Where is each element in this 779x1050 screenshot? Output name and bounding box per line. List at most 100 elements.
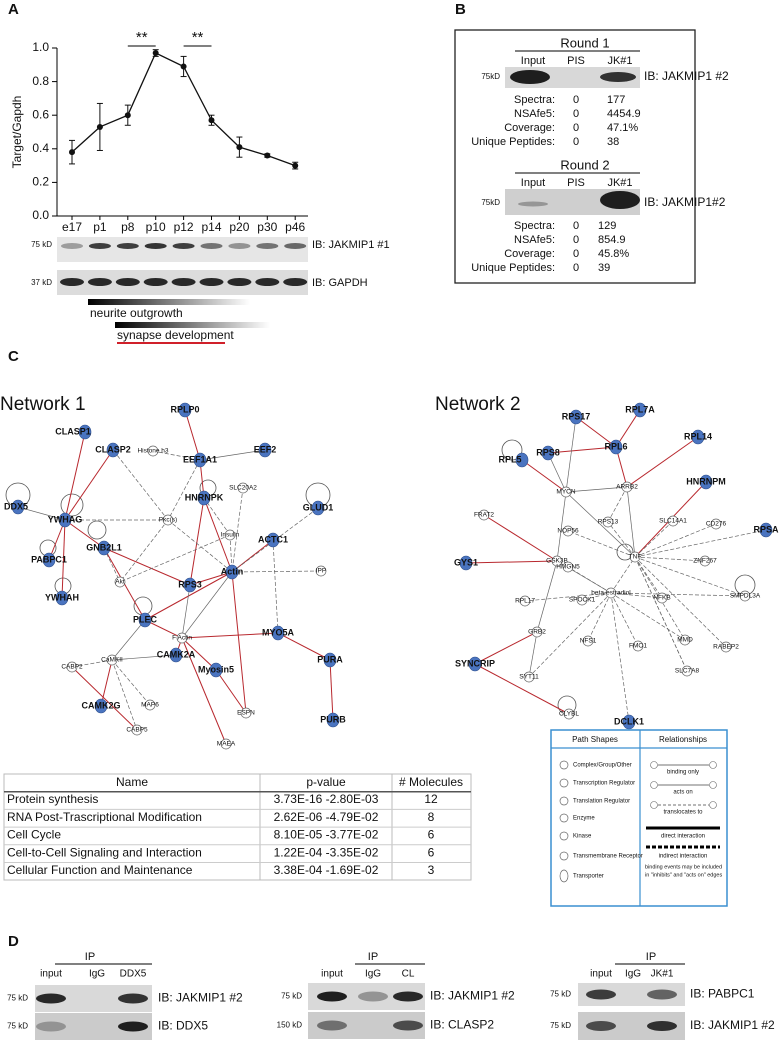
table-cell: Protein synthesis xyxy=(7,792,98,806)
network-edge xyxy=(181,632,279,639)
node-label: RPS13 xyxy=(598,519,619,526)
node-shape xyxy=(633,402,647,418)
y-tick-label: 0.2 xyxy=(32,175,49,189)
network-edge xyxy=(547,446,617,454)
network-edge xyxy=(112,449,169,521)
node-label: Actin xyxy=(221,566,244,576)
lane-label: JK#1 xyxy=(607,177,632,189)
blot-band xyxy=(317,1020,347,1031)
x-tick-label: p20 xyxy=(229,220,249,234)
node-label: ACTC1 xyxy=(258,534,288,544)
node-label: ARRB2 xyxy=(616,484,638,491)
blot-size: 75 kD xyxy=(550,1021,571,1030)
table-cell: 1.22E-04 -3.35E-02 xyxy=(274,845,379,859)
network-edge xyxy=(524,592,612,602)
data-point xyxy=(180,63,187,70)
blot-band xyxy=(116,243,139,249)
node-label: PURB xyxy=(320,714,346,724)
node-shape xyxy=(710,518,722,530)
blot-band xyxy=(393,1020,423,1031)
node-shape xyxy=(114,576,126,588)
node-shape xyxy=(315,565,327,577)
node-label: F Actin xyxy=(172,635,192,642)
network-edge xyxy=(565,416,577,493)
blot-size: 75 kD xyxy=(7,1022,28,1031)
row-value: 0 xyxy=(573,220,579,232)
blot-band xyxy=(358,991,388,1002)
node-label: ESPN xyxy=(237,710,255,717)
node-shape xyxy=(178,402,192,418)
table-cell: 2.62E-06 -4.79E-02 xyxy=(274,810,379,824)
network-edge xyxy=(547,452,567,493)
node-shape xyxy=(258,442,272,458)
node-label: RPL5 xyxy=(498,454,521,464)
blot-band xyxy=(600,72,636,82)
node-shape xyxy=(225,564,239,580)
node-shape xyxy=(97,540,111,556)
blot-band xyxy=(171,278,196,286)
x-tick-label: p10 xyxy=(146,220,166,234)
node-shape xyxy=(271,625,285,641)
blot-band xyxy=(144,243,167,249)
legend-shape xyxy=(559,813,569,823)
node-shape xyxy=(515,452,529,468)
legend-item: Transmembrane Receptor xyxy=(573,854,643,860)
blot-band xyxy=(283,278,308,286)
node-shape xyxy=(138,612,152,628)
node-shape xyxy=(629,551,641,563)
node-shape xyxy=(699,474,713,490)
legend-item: acts on xyxy=(673,790,692,796)
network-edge xyxy=(152,450,201,461)
node-label: CAMK2A xyxy=(157,649,196,659)
legend-note: in "inhibits" and "acts on" edges xyxy=(645,872,722,878)
table-cell: 6 xyxy=(428,828,435,842)
row-value: 0 xyxy=(573,136,579,148)
node-shape xyxy=(224,529,236,541)
node-label: SLC14A1 xyxy=(659,518,687,525)
node-label: CLASP1 xyxy=(55,426,91,436)
node-shape xyxy=(106,442,120,458)
legend-node xyxy=(709,761,717,769)
row-label: Coverage: xyxy=(504,122,555,134)
network-edge xyxy=(521,459,567,493)
node-label: MMD xyxy=(677,637,693,644)
node-shape xyxy=(266,532,280,548)
network-edge xyxy=(634,556,727,648)
ip-label: IP xyxy=(646,951,656,963)
network-edge xyxy=(100,659,113,707)
node-shape xyxy=(621,481,633,493)
y-tick-label: 0.8 xyxy=(32,74,49,88)
row-value: 0 xyxy=(573,234,579,246)
row-label: Unique Peptides: xyxy=(471,136,555,148)
network-edge xyxy=(610,592,630,723)
node-shape xyxy=(478,509,490,521)
node-label: PURA xyxy=(317,654,343,664)
node-shape xyxy=(582,635,594,647)
row-value: 38 xyxy=(607,136,619,148)
lane-label: Input xyxy=(521,177,545,189)
legend-shape xyxy=(559,778,569,788)
node-shape xyxy=(147,445,159,457)
node-label: HNRNPK xyxy=(185,492,224,502)
x-tick-label: p8 xyxy=(121,220,135,234)
node-label: FMO1 xyxy=(629,643,647,650)
bar-label: synapse development xyxy=(117,328,234,342)
x-tick-label: p30 xyxy=(257,220,277,234)
table-cell: RNA Post-Trascriptional Modification xyxy=(7,810,202,824)
network-edge xyxy=(634,556,746,597)
data-point xyxy=(152,50,159,57)
round-title: Round 1 xyxy=(560,35,609,50)
node-label: RPL14 xyxy=(684,431,712,441)
ip-label: IP xyxy=(85,951,95,963)
blot-band xyxy=(172,243,195,249)
network-edge xyxy=(111,659,138,731)
network-edge xyxy=(483,514,558,562)
row-value: 854.9 xyxy=(598,234,626,246)
node-shape xyxy=(562,525,574,537)
network-edge xyxy=(610,592,686,641)
node-label: RPL7A xyxy=(625,404,655,414)
legend-node xyxy=(650,761,658,769)
node-label: Pkc(s) xyxy=(159,517,177,524)
node-label: GNB2L1 xyxy=(86,542,122,552)
node-shape xyxy=(240,707,252,719)
